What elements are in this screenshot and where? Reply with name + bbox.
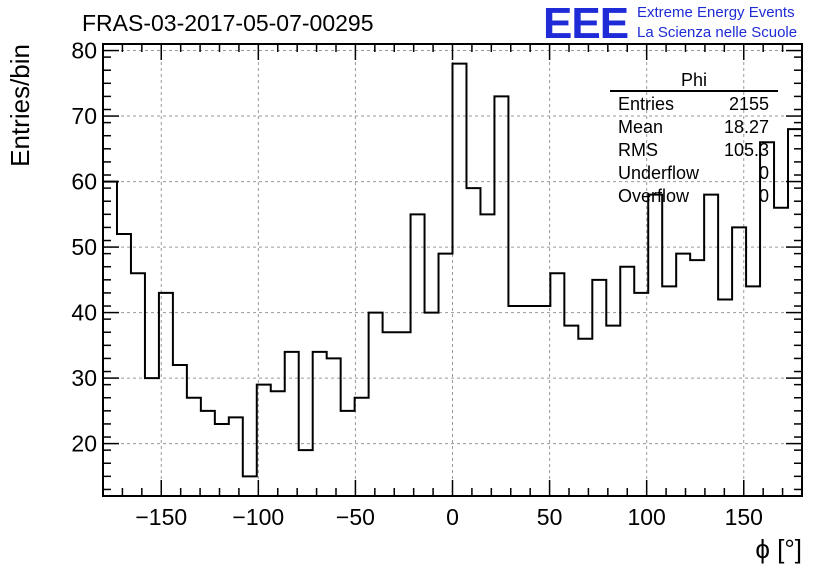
stats-value: 105.3 [724, 140, 769, 160]
y-tick-label: 40 [71, 300, 97, 326]
x-tick-label: 100 [627, 504, 665, 530]
y-axis-label: Entries/bin [5, 44, 35, 167]
stats-label: Underflow [618, 163, 700, 183]
x-tick-label: −100 [232, 504, 284, 530]
logo-line-2: La Scienza nelle Scuole [637, 24, 798, 41]
x-tick-labels: −150 −100 −50 0 50 100 150 [135, 504, 763, 530]
logo-line-1: Extreme Energy Events [637, 4, 795, 21]
x-tick-label: 150 [725, 504, 763, 530]
y-tick-label: 80 [71, 38, 97, 64]
x-tick-label: 50 [537, 504, 563, 530]
stats-value: 0 [759, 186, 769, 206]
y-tick-label: 70 [71, 103, 97, 129]
y-tick-labels: 20 30 40 50 60 70 80 [71, 38, 97, 457]
x-axis-label: ϕ [°] [755, 534, 802, 564]
axis-ticks [102, 43, 803, 496]
stats-label: Overflow [618, 186, 690, 206]
stats-label: Entries [618, 94, 674, 114]
histogram-series [102, 62, 802, 496]
x-tick-label: 0 [446, 504, 459, 530]
x-tick-label: −50 [336, 504, 375, 530]
y-tick-label: 30 [71, 365, 97, 391]
stats-title: Phi [681, 70, 707, 90]
chart-title: FRAS-03-2017-05-07-00295 [82, 10, 374, 36]
stats-label: Mean [618, 117, 663, 137]
y-tick-label: 50 [71, 234, 97, 260]
eee-logo-text: Extreme Energy Events La Scienza nelle S… [637, 3, 797, 43]
stats-value: 0 [759, 163, 769, 183]
stats-value: 18.27 [724, 117, 769, 137]
x-tick-label: −150 [135, 504, 187, 530]
y-tick-label: 60 [71, 169, 97, 195]
y-tick-label: 20 [71, 431, 97, 457]
eee-logo: EEE [543, 0, 629, 48]
stats-label: RMS [618, 140, 658, 160]
stats-value: 2155 [729, 94, 769, 114]
stats-box: Phi Entries 2155 Mean 18.27 RMS 105.3 Underflo… [610, 70, 778, 206]
